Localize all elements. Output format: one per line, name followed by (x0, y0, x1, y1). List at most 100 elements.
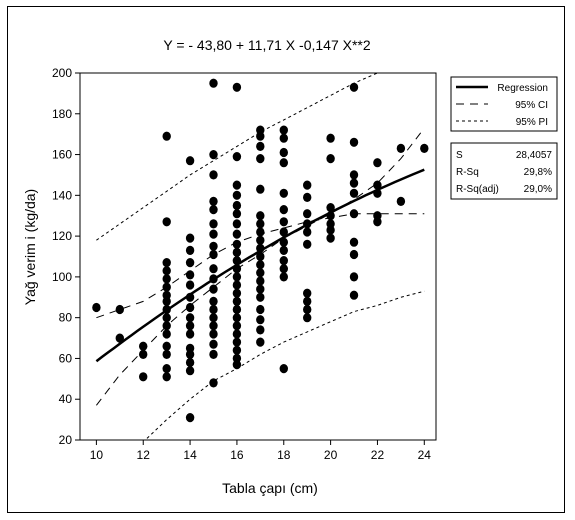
data-point (279, 158, 288, 168)
y-tick-label: 100 (52, 270, 72, 284)
data-point (232, 209, 242, 219)
data-point (279, 364, 288, 374)
data-point (115, 333, 125, 343)
data-point (232, 229, 242, 239)
data-point (256, 292, 265, 302)
y-tick-label: 120 (52, 229, 72, 243)
data-point (209, 339, 218, 349)
legend-ci-label: 95% CI (515, 100, 548, 111)
data-point (256, 276, 265, 286)
data-point (326, 133, 335, 143)
data-point (256, 141, 265, 151)
data-point (396, 143, 406, 153)
data-point (303, 288, 312, 298)
data-point (162, 372, 171, 382)
data-point (209, 349, 218, 359)
data-point (349, 188, 359, 198)
data-point (256, 154, 265, 164)
chart-title: Y = - 43,80 + 11,71 X -0,147 X**2 (163, 37, 371, 53)
data-point (209, 241, 218, 251)
data-point (303, 209, 312, 219)
data-point (185, 313, 195, 323)
data-point (279, 227, 288, 237)
data-point (232, 360, 242, 370)
data-point (162, 258, 171, 268)
data-point (279, 205, 288, 215)
data-point (303, 239, 312, 249)
data-point (185, 302, 195, 313)
data-point (279, 188, 288, 198)
data-point (303, 296, 312, 306)
x-axis-label: Tabla çapı (cm) (222, 480, 318, 496)
data-point (232, 337, 242, 347)
data-point (162, 364, 171, 374)
data-point (185, 366, 195, 376)
data-point (185, 156, 195, 166)
data-point (256, 243, 265, 253)
data-point (162, 321, 171, 331)
pi-upper-line (96, 73, 379, 241)
data-point (209, 150, 218, 160)
legend-regression-label: Regression (497, 83, 548, 94)
data-point (162, 341, 171, 351)
data-point (232, 321, 242, 331)
y-tick-label: 160 (52, 148, 72, 162)
data-point (185, 258, 195, 268)
data-point (232, 264, 242, 274)
data-point (303, 192, 312, 202)
data-point (373, 180, 382, 190)
data-point (279, 217, 288, 227)
data-point (396, 196, 406, 206)
x-tick-label: 22 (371, 448, 385, 462)
legend-pi-label: 95% PI (516, 117, 548, 128)
y-tick-label: 20 (59, 433, 73, 447)
data-point (232, 180, 242, 190)
data-point (209, 170, 218, 180)
y-tick-label: 140 (52, 188, 72, 202)
data-point (162, 274, 171, 284)
data-point (232, 280, 242, 290)
data-point (373, 188, 382, 198)
data-point (279, 147, 288, 158)
data-point (326, 154, 335, 164)
data-point (232, 329, 242, 339)
data-point (279, 272, 288, 282)
data-point (256, 131, 265, 141)
y-tick-label: 80 (59, 311, 73, 325)
data-point (232, 190, 242, 200)
data-point (232, 152, 242, 162)
data-point (256, 260, 265, 270)
data-point (162, 266, 171, 276)
data-point (256, 325, 265, 335)
stat-rsq-adj-value: 29,0% (524, 184, 552, 195)
data-point (162, 131, 171, 141)
data-point (349, 178, 359, 188)
stat-s-value: 28,4057 (516, 150, 553, 161)
data-point (256, 211, 265, 221)
data-point (256, 268, 265, 278)
data-point (209, 284, 218, 294)
data-point (139, 341, 148, 351)
data-point (349, 137, 359, 147)
data-point (209, 274, 218, 284)
y-axis-label: Yağ verim i (kg/da) (22, 189, 38, 305)
data-point (326, 211, 335, 221)
data-point (232, 345, 242, 355)
data-point (256, 219, 265, 229)
data-point (303, 227, 312, 237)
data-point (232, 200, 242, 211)
x-tick-label: 20 (324, 448, 338, 462)
data-point (209, 296, 218, 306)
data-point (209, 378, 218, 388)
data-point (185, 280, 195, 290)
data-point (349, 272, 359, 282)
y-tick-label: 60 (59, 351, 73, 365)
data-point (162, 282, 171, 292)
x-tick-label: 10 (90, 448, 104, 462)
data-point (232, 82, 242, 92)
data-point (209, 196, 218, 206)
data-point (115, 304, 125, 315)
data-point (232, 239, 242, 249)
data-point (162, 313, 171, 323)
data-point (256, 251, 265, 262)
